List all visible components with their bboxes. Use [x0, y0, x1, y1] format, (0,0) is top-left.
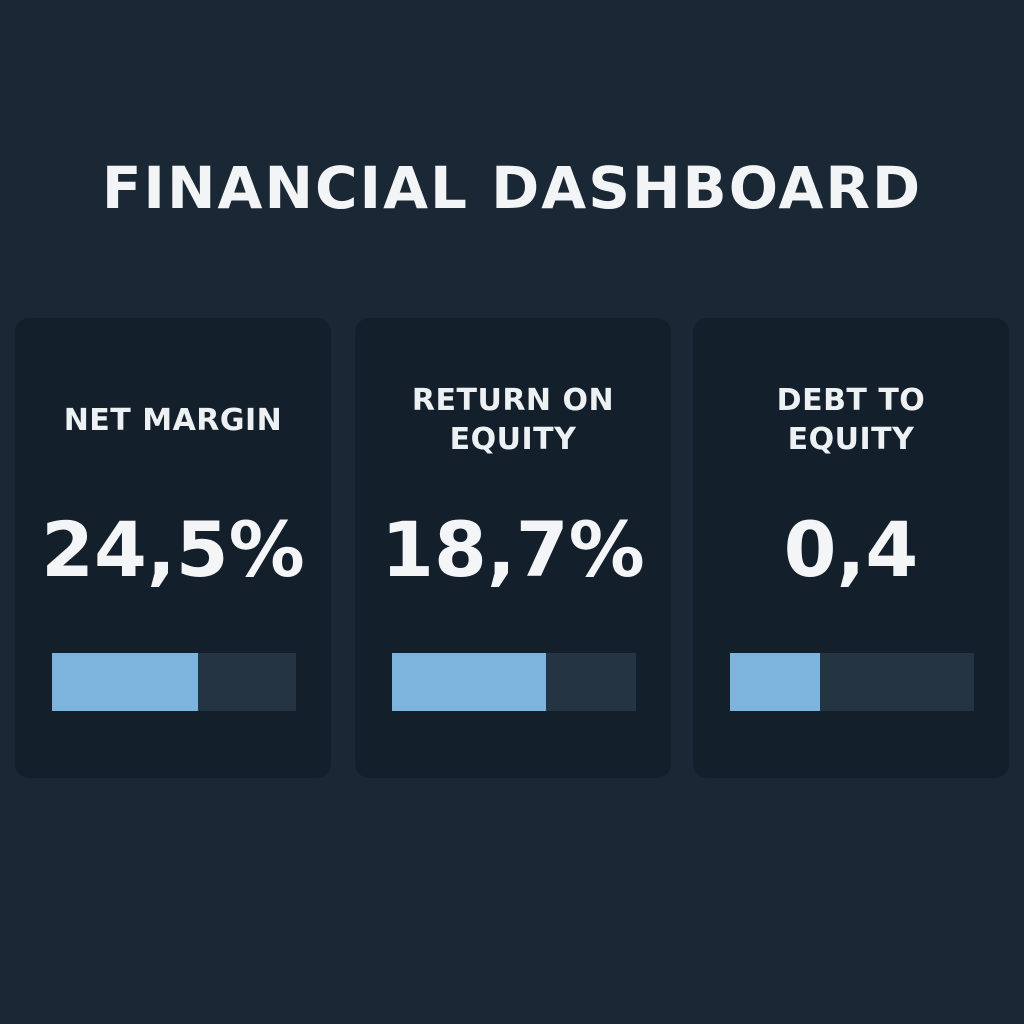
card-label: RETURN ON EQUITY: [411, 383, 615, 457]
card-label-wrap: NET MARGIN: [15, 380, 331, 460]
card-value: 0,4: [783, 505, 919, 594]
card-return-on-equity: RETURN ON EQUITY 18,7%: [355, 318, 671, 778]
progress-fill: [392, 653, 546, 711]
card-net-margin: NET MARGIN 24,5%: [15, 318, 331, 778]
card-label: DEBT TO EQUITY: [776, 383, 926, 457]
card-label-wrap: RETURN ON EQUITY: [355, 380, 671, 460]
progress-bar: [730, 653, 974, 711]
progress-bar: [392, 653, 636, 711]
card-label: NET MARGIN: [63, 402, 283, 438]
metric-cards: NET MARGIN 24,5% RETURN ON EQUITY 18,7% …: [15, 318, 1009, 778]
progress-fill: [730, 653, 821, 711]
card-value: 18,7%: [381, 505, 645, 594]
progress-fill: [52, 653, 199, 711]
card-value: 24,5%: [41, 505, 305, 594]
card-debt-to-equity: DEBT TO EQUITY 0,4: [693, 318, 1009, 778]
page-title: FINANCIAL DASHBOARD: [101, 154, 923, 222]
card-label-wrap: DEBT TO EQUITY: [693, 380, 1009, 460]
progress-bar: [52, 653, 296, 711]
